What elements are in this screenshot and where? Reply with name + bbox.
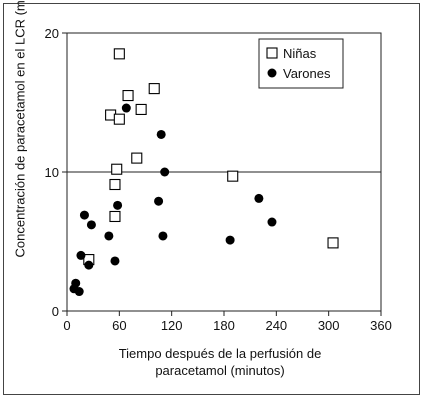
- point-ninas: [122, 90, 134, 102]
- legend-box: [258, 38, 344, 89]
- point-varones: [74, 287, 84, 297]
- point-ninas: [109, 210, 121, 223]
- y-axis-label: Concentración de paracetamol en el LCR (…: [12, 0, 28, 258]
- y-tick-label: 0: [52, 304, 59, 319]
- legend-label-ninas: Niñas: [283, 46, 317, 61]
- legend-marker-varones: [267, 68, 277, 78]
- x-tick-label: 0: [63, 318, 70, 333]
- y-tick-label: 20: [45, 26, 59, 41]
- x-axis-label-line-1: Tiempo después de la perfusión de: [118, 346, 322, 361]
- point-varones: [79, 210, 89, 220]
- x-tick-label: 60: [112, 318, 126, 333]
- legend-label-varones: Varones: [283, 66, 331, 81]
- point-varones: [84, 260, 94, 270]
- figure-frame: [3, 3, 420, 395]
- point-varones: [154, 196, 164, 206]
- point-ninas: [227, 170, 239, 182]
- point-varones: [113, 200, 123, 210]
- point-varones: [160, 167, 170, 177]
- axis-ticks: 0 60 120 180 240 300 360 0 10 20: [45, 26, 392, 333]
- x-axis-label: Tiempo después de la perfusión de parace…: [60, 345, 380, 379]
- data-points: [69, 48, 339, 297]
- point-ninas: [113, 48, 125, 60]
- x-tick-label: 120: [161, 318, 183, 333]
- point-ninas: [111, 163, 123, 175]
- point-varones: [225, 235, 235, 245]
- point-ninas: [131, 152, 143, 164]
- x-tick-label: 360: [370, 318, 392, 333]
- point-ninas: [148, 83, 160, 95]
- point-varones: [121, 103, 131, 113]
- point-ninas: [109, 178, 121, 191]
- point-varones: [86, 220, 96, 230]
- x-tick-label: 300: [318, 318, 340, 333]
- y-tick-label: 10: [45, 165, 59, 180]
- x-tick-label: 180: [213, 318, 235, 333]
- point-varones: [267, 217, 277, 227]
- point-varones: [76, 250, 86, 260]
- point-varones: [156, 129, 166, 139]
- x-axis-label-line-2: paracetamol (minutos): [155, 363, 285, 378]
- point-varones: [110, 256, 120, 266]
- point-ninas: [113, 113, 125, 125]
- legend: Niñas Varones: [258, 38, 344, 89]
- point-ninas: [135, 103, 147, 115]
- point-varones: [104, 231, 114, 241]
- point-ninas: [327, 237, 339, 249]
- x-tick-label: 240: [265, 318, 287, 333]
- point-varones: [254, 193, 264, 203]
- legend-marker-ninas: [266, 47, 278, 59]
- point-varones: [158, 231, 168, 241]
